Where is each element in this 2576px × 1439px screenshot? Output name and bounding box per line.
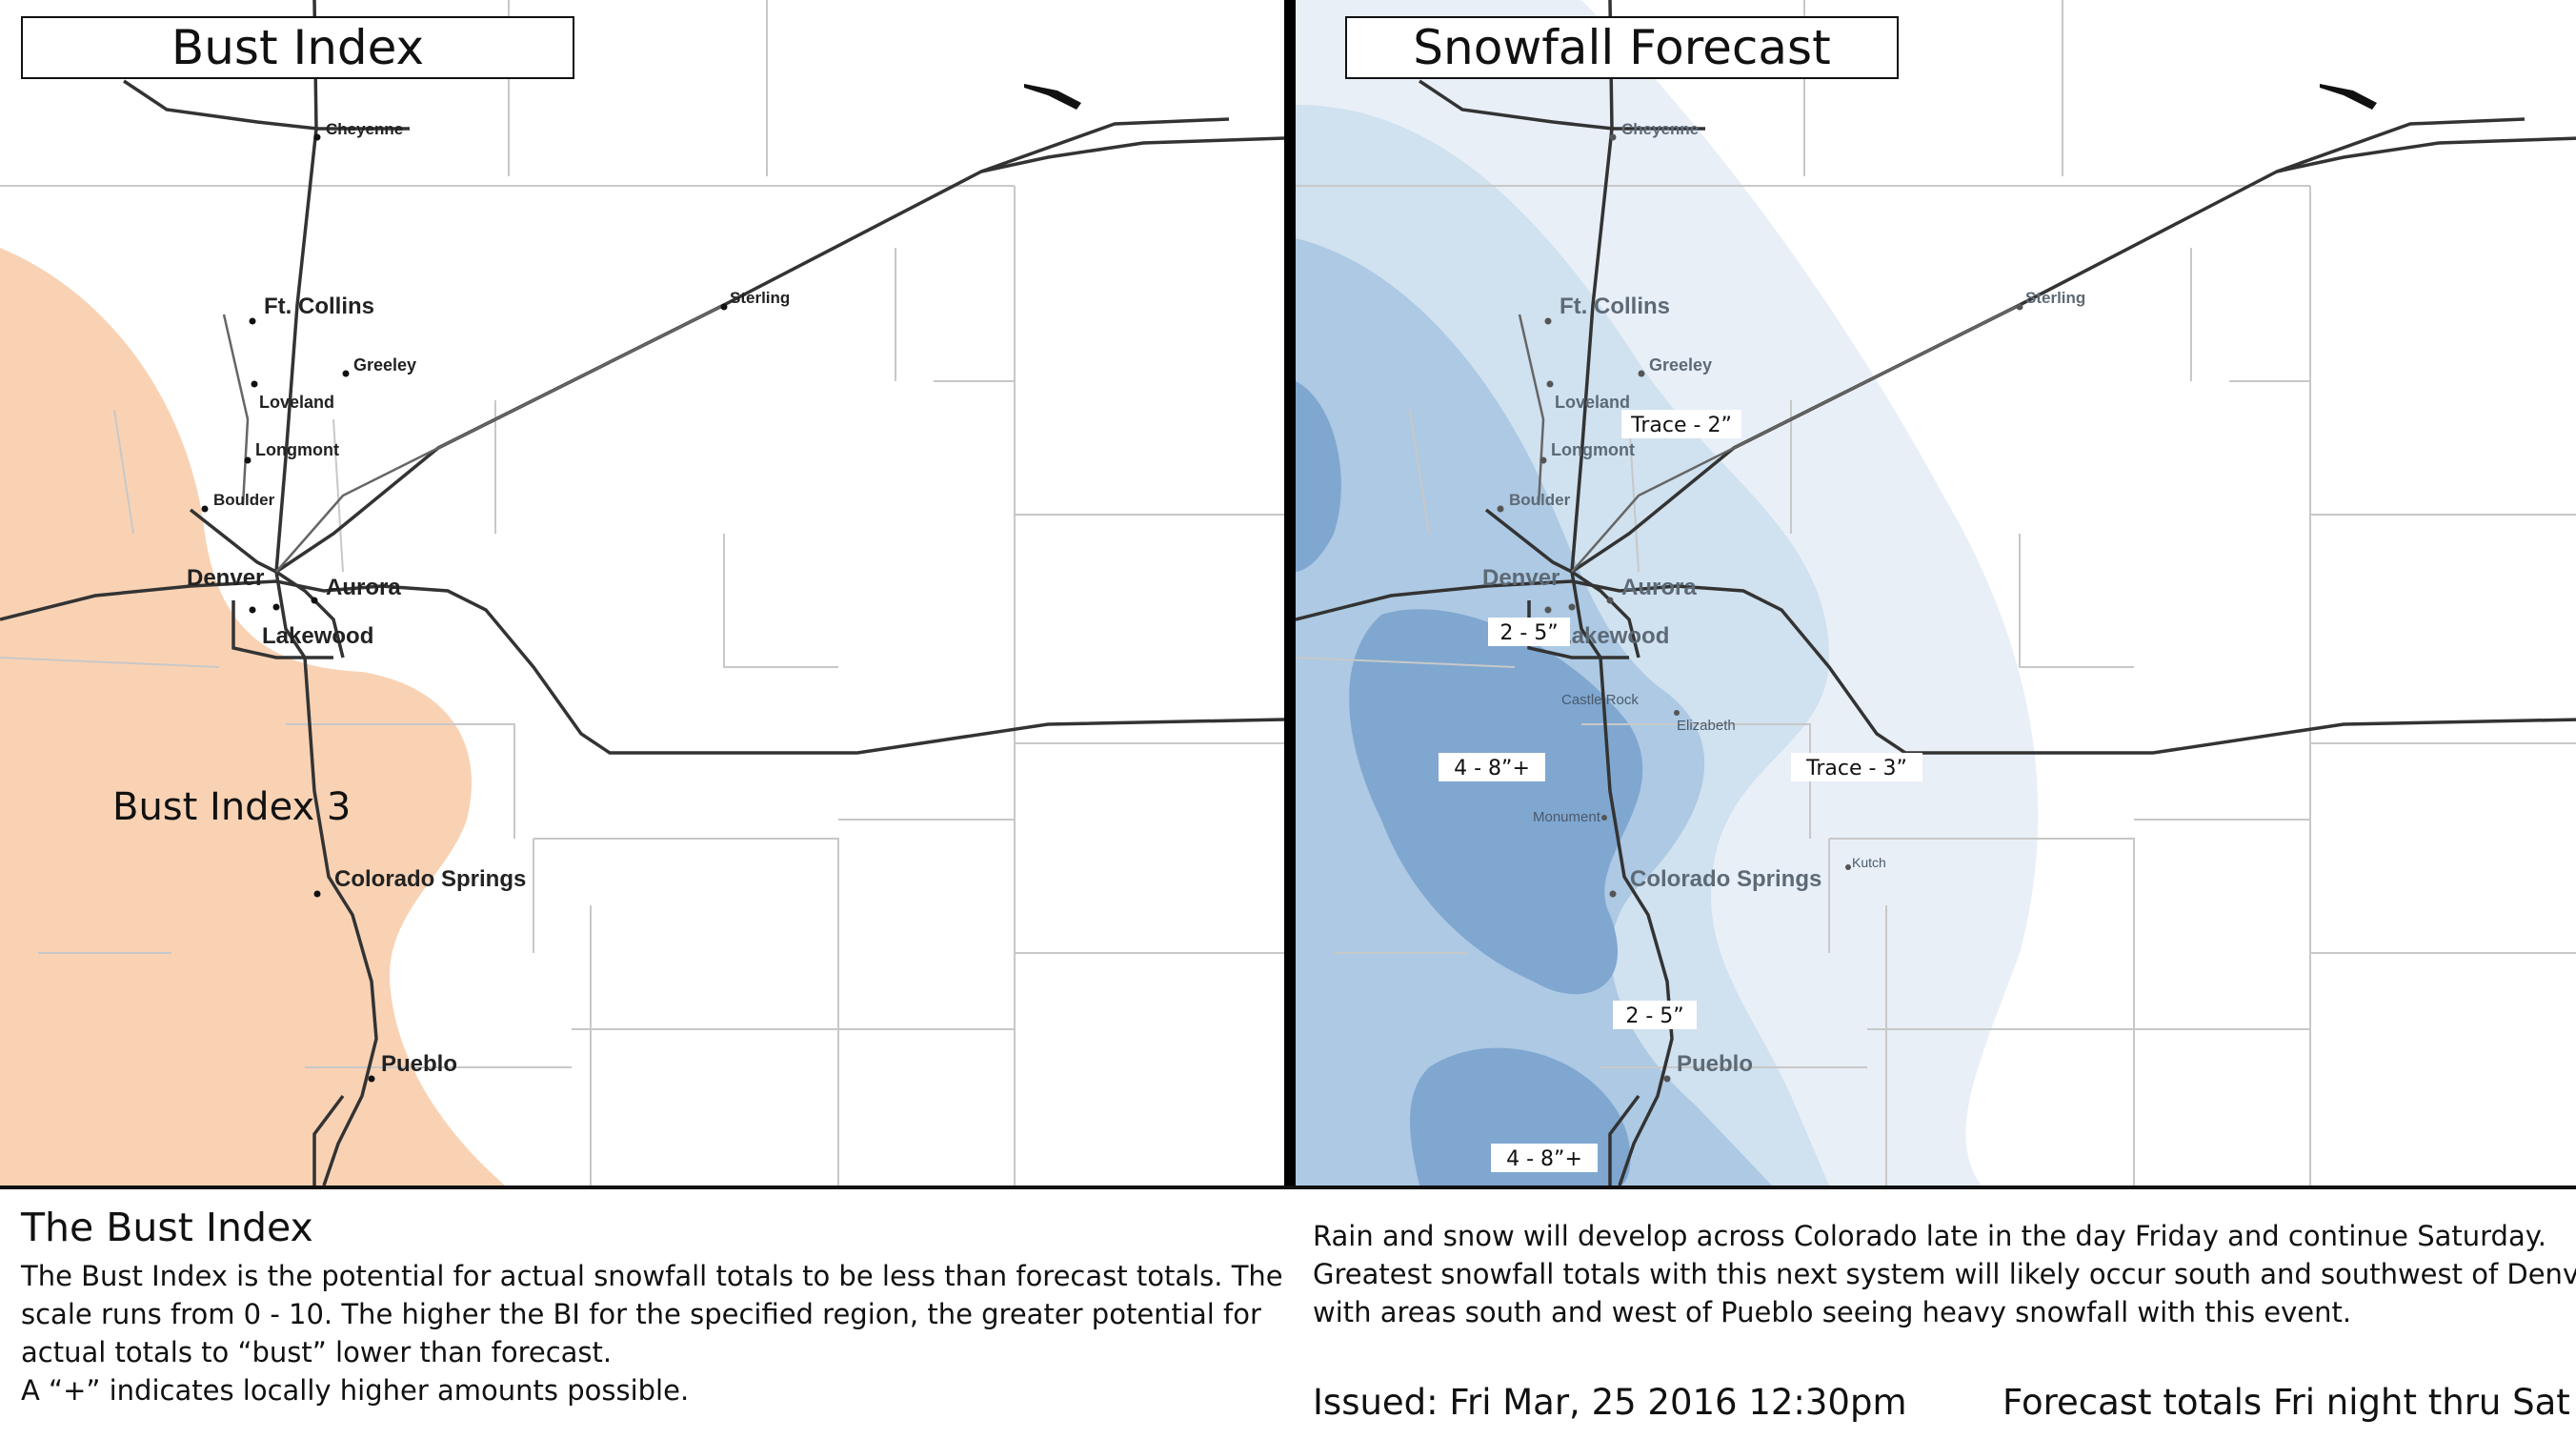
issued-timestamp: Issued: Fri Mar, 25 2016 12:30pm bbox=[1313, 1382, 1907, 1423]
city-label-loveland: Loveland bbox=[1555, 393, 1630, 412]
forecast-description-line: Rain and snow will develop across Colora… bbox=[1313, 1220, 2546, 1252]
city-dot-pueblo bbox=[1663, 1075, 1671, 1083]
snowfall-band-4-8-central bbox=[1349, 609, 1643, 995]
city-label-cheyenne: Cheyenne bbox=[326, 120, 403, 138]
city-dot-cheyenne bbox=[313, 133, 321, 141]
city-dot-denver bbox=[1544, 606, 1552, 614]
city-label-pueblo: Pueblo bbox=[381, 1051, 457, 1077]
snowfall-label-text: 4 - 8”+ bbox=[1454, 757, 1530, 780]
city-dot-sterling bbox=[2016, 303, 2023, 311]
city-label-lakewood: Lakewood bbox=[262, 623, 373, 649]
panel-divider bbox=[1284, 0, 1296, 1186]
snowfall-band-4-8-north bbox=[1296, 381, 1341, 572]
city-label-boulder: Boulder bbox=[1509, 491, 1571, 509]
forecast-description-line: Greatest snowfall totals with this next … bbox=[1313, 1258, 2576, 1290]
city-label-sterling: Sterling bbox=[730, 289, 790, 307]
city-dot-colorado_springs bbox=[1609, 890, 1617, 898]
city-label-cheyenne: Cheyenne bbox=[1621, 120, 1699, 138]
city-dot-boulder bbox=[201, 505, 209, 513]
city-label-longmont: Longmont bbox=[1551, 440, 1635, 459]
city-dot-monument bbox=[1601, 815, 1607, 821]
bust-index-heading: The Bust Index bbox=[21, 1205, 313, 1250]
snowfall-label-box bbox=[1491, 1144, 1598, 1172]
snowfall-amount-label-two_five_a: 2 - 5” bbox=[1488, 618, 1570, 646]
city-dot-sterling bbox=[720, 303, 728, 311]
bust-index-description-line: scale runs from 0 - 10. The higher the B… bbox=[21, 1298, 1261, 1330]
city-label-longmont: Longmont bbox=[255, 440, 339, 459]
city-label-greeley: Greeley bbox=[353, 355, 416, 375]
bust-index-zone-label: Bust Index 3 bbox=[112, 785, 351, 829]
city-dot-loveland bbox=[251, 380, 258, 388]
city-label-denver: Denver bbox=[187, 565, 264, 591]
forecast-period-note: Forecast totals Fri night thru Sat bbox=[2002, 1382, 2570, 1423]
snowfall-label-box bbox=[1621, 410, 1741, 438]
city-label-aurora: Aurora bbox=[1621, 575, 1697, 600]
bust-index-map: Cheyenne Ft. Collins Greeley Loveland Longmo… bbox=[0, 0, 1284, 1186]
city-dot-boulder bbox=[1497, 505, 1504, 513]
snowfall-map: Cheyenne Ft. Collins Greeley Loveland Longmo… bbox=[1296, 0, 2576, 1186]
city-dot-ft_collins bbox=[249, 317, 256, 325]
city-label-kutch: Kutch bbox=[1852, 855, 1886, 870]
city-dot-lakewood bbox=[272, 603, 280, 611]
city-dot-cheyenne bbox=[1609, 133, 1617, 141]
snowfall-label-box bbox=[1488, 618, 1570, 646]
snowfall-label-box bbox=[1791, 753, 1922, 781]
city-label-ft_collins: Ft. Collins bbox=[1560, 294, 1670, 319]
city-dot-kutch bbox=[1845, 864, 1851, 870]
forecast-description-line: with areas south and west of Pueblo seei… bbox=[1313, 1296, 2352, 1328]
bust-index-description-line: actual totals to “bust” lower than forec… bbox=[21, 1336, 613, 1368]
city-dot-longmont bbox=[1540, 456, 1547, 464]
city-dot-ft_collins bbox=[1544, 317, 1552, 325]
city-label-colorado_springs: Colorado Springs bbox=[334, 866, 526, 892]
bottom-divider bbox=[0, 1186, 2576, 1189]
city-label-lakewood: Lakewood bbox=[1558, 623, 1669, 649]
snowfall-forecast-title: Snowfall Forecast bbox=[1345, 16, 1899, 79]
snowfall-amount-label-trace_3: Trace - 3” bbox=[1791, 753, 1922, 781]
city-dot-aurora bbox=[1606, 597, 1614, 604]
bust-index-description-line: The Bust Index is the potential for actu… bbox=[21, 1260, 1283, 1292]
city-label-ft_collins: Ft. Collins bbox=[264, 294, 374, 319]
city-dot-lakewood bbox=[1568, 603, 1576, 611]
city-dot-denver bbox=[249, 606, 256, 614]
city-label-elizabeth: Elizabeth bbox=[1677, 718, 1736, 734]
snowfall-label-box bbox=[1439, 753, 1545, 781]
city-label-sterling: Sterling bbox=[2025, 289, 2085, 307]
snowfall-label-text: Trace - 3” bbox=[1805, 757, 1907, 780]
bust-index-description-line: A “+” indicates locally higher amounts p… bbox=[21, 1374, 690, 1407]
snowfall-amount-label-four_eight_b: 4 - 8”+ bbox=[1491, 1144, 1598, 1172]
city-dot-colorado_springs bbox=[313, 890, 321, 898]
snowfall-label-text: Trace - 2” bbox=[1630, 414, 1732, 437]
city-label-boulder: Boulder bbox=[213, 491, 275, 509]
city-dot-greeley bbox=[1638, 370, 1645, 377]
city-label-monument: Monument bbox=[1533, 809, 1601, 825]
city-label-castle_rock: Castle Rock bbox=[1561, 692, 1639, 708]
city-dot-greeley bbox=[342, 370, 350, 377]
city-dot-elizabeth bbox=[1674, 710, 1680, 716]
city-dot-pueblo bbox=[368, 1075, 375, 1083]
city-label-aurora: Aurora bbox=[326, 575, 401, 600]
city-label-loveland: Loveland bbox=[259, 393, 334, 412]
city-label-greeley: Greeley bbox=[1649, 355, 1712, 375]
snowfall-label-text: 2 - 5” bbox=[1625, 1004, 1683, 1028]
city-dot-longmont bbox=[244, 456, 252, 464]
city-label-denver: Denver bbox=[1482, 565, 1560, 591]
snowfall-label-text: 2 - 5” bbox=[1499, 621, 1558, 645]
snowfall-amount-label-four_eight_a: 4 - 8”+ bbox=[1439, 753, 1545, 781]
snowfall-amount-label-two_five_b: 2 - 5” bbox=[1613, 1001, 1697, 1029]
city-dot-aurora bbox=[311, 597, 318, 604]
snowfall-label-box bbox=[1613, 1001, 1697, 1029]
bust-index-title: Bust Index bbox=[21, 16, 574, 79]
city-label-pueblo: Pueblo bbox=[1677, 1051, 1753, 1077]
city-dot-loveland bbox=[1546, 380, 1554, 388]
snowfall-amount-label-trace_2: Trace - 2” bbox=[1621, 410, 1741, 438]
city-label-colorado_springs: Colorado Springs bbox=[1630, 866, 1821, 892]
snowfall-label-text: 4 - 8”+ bbox=[1506, 1147, 1582, 1171]
